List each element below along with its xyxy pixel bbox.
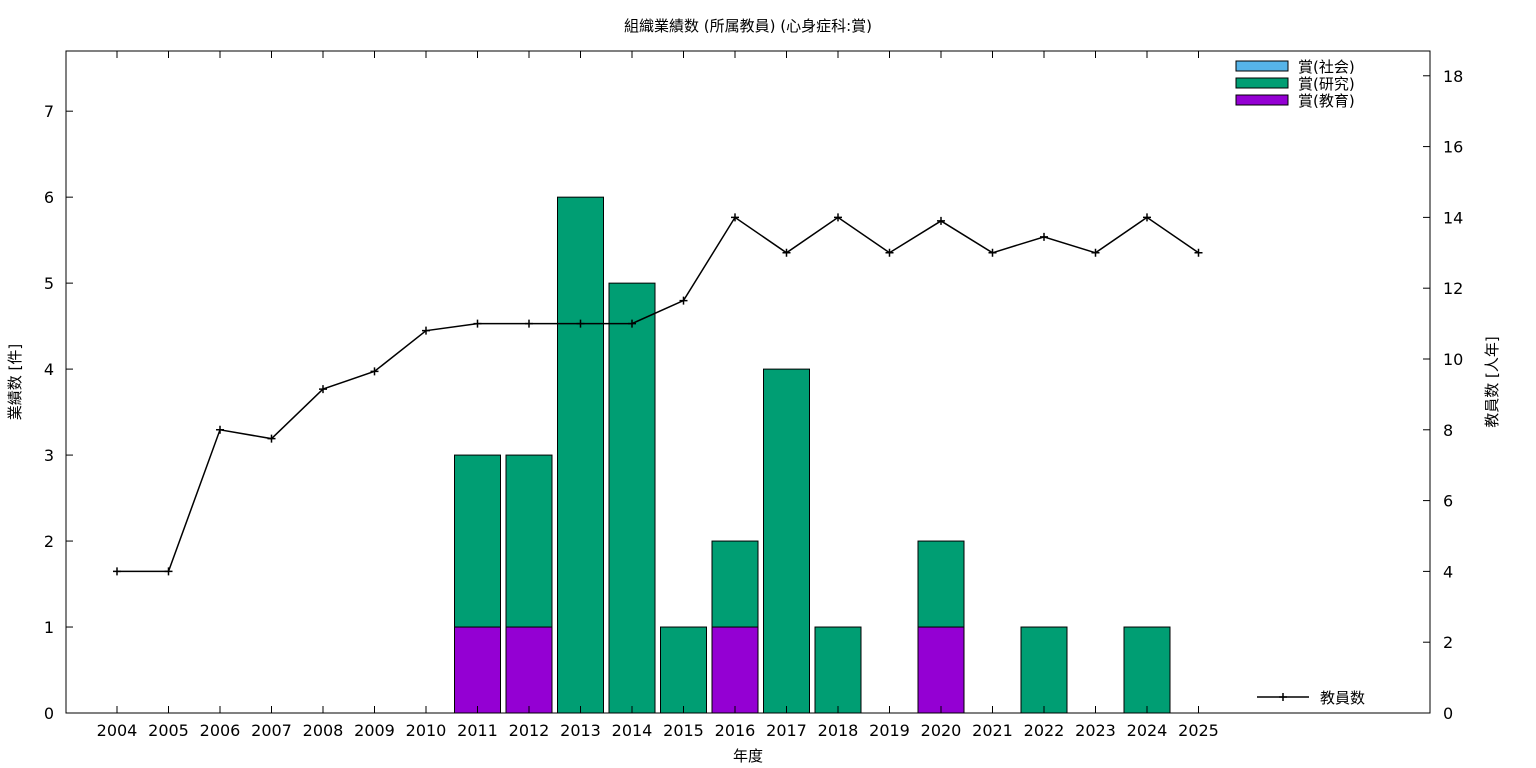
line-point-2012 (525, 319, 533, 328)
legend-line-marker (1279, 693, 1287, 701)
x-tick-label-2024: 2024 (1127, 721, 1168, 740)
x-tick-label-2025: 2025 (1178, 721, 1219, 740)
x-tick-label-2006: 2006 (200, 721, 241, 740)
bar-2014-s1 (608, 282, 656, 714)
x-tick-label-2021: 2021 (972, 721, 1013, 740)
bar-2011-s1 (454, 454, 501, 628)
line-point-2008 (319, 385, 327, 394)
y-tick-label-7: 7 (44, 102, 54, 121)
line-point-2015 (679, 296, 688, 305)
line-point-2013 (576, 319, 585, 328)
legend: 賞(社会)賞(研究)賞(教育) 教員数 (1235, 58, 1365, 707)
y-axis-label: 業績数 [件] (6, 344, 24, 420)
legend-swatch-2 (1235, 60, 1289, 72)
line-point-2020 (937, 216, 945, 225)
bar-2018-s1 (814, 626, 862, 714)
bar-2013-s1 (557, 196, 604, 714)
line-point-2022 (1040, 232, 1048, 241)
x-axis-label: 年度 (733, 747, 763, 765)
plot-frame (65, 50, 1431, 714)
x-tick-label-2016: 2016 (715, 721, 756, 740)
y2-axis-label: 教員数 [人年] (1483, 336, 1501, 427)
line-point-2021 (988, 248, 997, 257)
bar-2024-s1 (1123, 626, 1171, 714)
line-point-2009 (370, 367, 379, 376)
y-tick-label-5: 5 (44, 274, 54, 293)
x-tick-label-2012: 2012 (509, 721, 550, 740)
y2-tick-label-12: 12 (1443, 279, 1463, 298)
x-tick-label-2007: 2007 (251, 721, 292, 740)
x-tick-label-2009: 2009 (354, 721, 395, 740)
y-axis-left: 0 1 2 3 4 5 6 7 (44, 102, 73, 723)
bar-2012-s1 (505, 454, 553, 628)
x-tick-label-2010: 2010 (406, 721, 447, 740)
legend-label-1: 賞(研究) (1298, 75, 1355, 93)
y-tick-label-2: 2 (44, 532, 54, 551)
bar-2011-s0 (454, 626, 501, 714)
x-axis: 2004 2005 2006 2007 2008 2009 2010 2011 2012 2013… (97, 51, 1219, 740)
y-tick-label-3: 3 (44, 446, 54, 465)
y-tick-label-1: 1 (44, 618, 54, 637)
bar-2016-s0 (711, 626, 759, 714)
y-tick-label-4: 4 (44, 360, 54, 379)
line-point-2025 (1194, 248, 1203, 257)
x-tick-label-2004: 2004 (97, 721, 138, 740)
y-tick-label-6: 6 (44, 188, 54, 207)
legend-swatch-0 (1235, 94, 1289, 106)
line-point-2004 (113, 567, 121, 576)
bar-2016-s1 (711, 540, 759, 628)
line-point-2010 (422, 326, 430, 335)
y2-tick-label-8: 8 (1443, 421, 1453, 440)
line-series-path (117, 216, 1199, 573)
line-point-2023 (1091, 248, 1100, 257)
line-layer (113, 213, 1203, 576)
legend-label-2: 賞(社会) (1298, 58, 1355, 76)
bar-2022-s1 (1020, 626, 1068, 714)
line-point-2006 (216, 425, 224, 434)
y2-tick-label-14: 14 (1443, 208, 1463, 227)
bar-2020-s0 (917, 626, 965, 714)
bar-2017-s1 (763, 368, 810, 714)
y2-tick-label-18: 18 (1443, 67, 1463, 86)
legend-swatch-1 (1235, 77, 1289, 89)
x-tick-label-2013: 2013 (560, 721, 601, 740)
x-tick-label-2020: 2020 (921, 721, 962, 740)
line-point-2024 (1143, 213, 1151, 222)
y2-tick-label-2: 2 (1443, 633, 1453, 652)
x-tick-label-2014: 2014 (612, 721, 653, 740)
x-tick-label-2018: 2018 (818, 721, 859, 740)
line-point-2018 (834, 213, 842, 222)
y2-tick-label-10: 10 (1443, 350, 1463, 369)
x-tick-label-2023: 2023 (1075, 721, 1116, 740)
line-point-2014 (628, 319, 636, 328)
x-tick-label-2019: 2019 (869, 721, 910, 740)
chart-title: 組織業績数 (所属教員) (心身症科:賞) (624, 17, 872, 35)
y-tick-label-0: 0 (44, 704, 54, 723)
bar-2012-s0 (505, 626, 553, 714)
y2-tick-label-16: 16 (1443, 138, 1463, 157)
x-tick-label-2008: 2008 (303, 721, 344, 740)
legend-label-0: 賞(教育) (1298, 92, 1355, 110)
y2-tick-label-6: 6 (1443, 492, 1453, 511)
bar-2020-s1 (917, 540, 965, 628)
x-tick-label-2005: 2005 (148, 721, 189, 740)
line-point-2016 (731, 213, 739, 222)
x-tick-label-2015: 2015 (663, 721, 704, 740)
y-axis-right: 0 2 4 6 8 10 12 14 16 18 (1423, 67, 1463, 723)
y2-tick-label-0: 0 (1443, 704, 1453, 723)
legend-label-line: 教員数 (1320, 689, 1365, 707)
x-tick-label-2011: 2011 (457, 721, 498, 740)
bar-2015-s1 (660, 626, 707, 714)
bars-layer (454, 196, 1171, 714)
line-point-2007 (267, 434, 276, 443)
x-tick-label-2017: 2017 (766, 721, 807, 740)
line-point-2017 (782, 248, 791, 257)
line-point-2005 (164, 567, 173, 576)
line-point-2019 (885, 248, 894, 257)
line-point-2011 (473, 319, 482, 328)
y2-tick-label-4: 4 (1443, 562, 1453, 581)
x-tick-label-2022: 2022 (1024, 721, 1065, 740)
